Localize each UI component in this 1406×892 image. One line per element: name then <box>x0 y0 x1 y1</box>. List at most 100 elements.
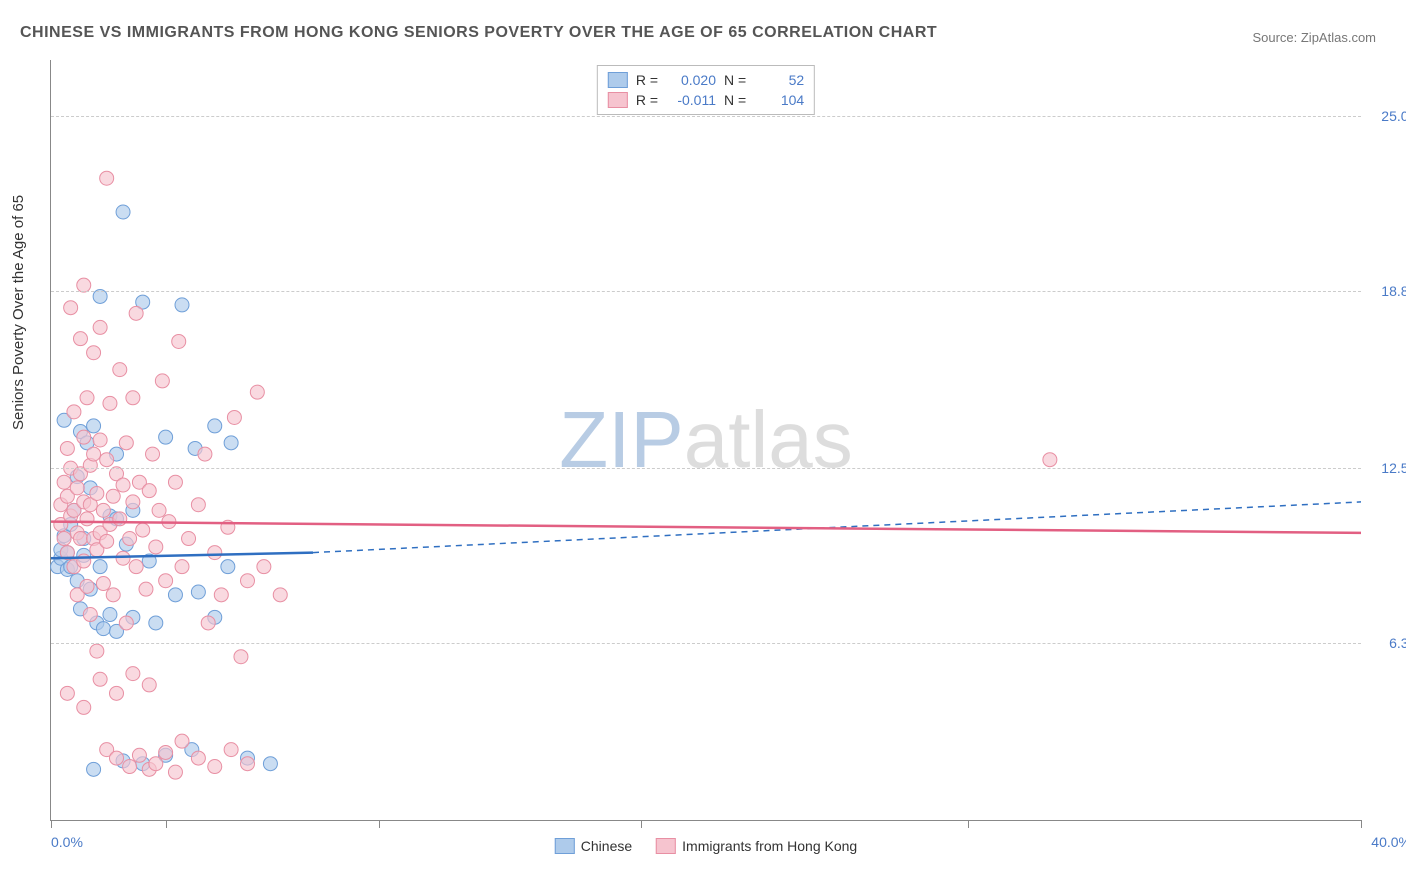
data-point <box>126 667 140 681</box>
data-point <box>250 385 264 399</box>
data-point <box>96 577 110 591</box>
data-point <box>90 644 104 658</box>
legend-row-1: R = 0.020 N = 52 <box>608 70 804 90</box>
data-point <box>116 478 130 492</box>
swatch-series-2 <box>608 92 628 108</box>
data-point <box>119 616 133 630</box>
data-point <box>168 588 182 602</box>
x-tick <box>641 820 642 828</box>
x-tick <box>379 820 380 828</box>
swatch-bottom-1 <box>555 838 575 854</box>
data-point <box>87 419 101 433</box>
data-point <box>87 762 101 776</box>
data-point <box>191 498 205 512</box>
data-point <box>241 574 255 588</box>
data-point <box>139 582 153 596</box>
data-point <box>129 560 143 574</box>
data-point <box>103 396 117 410</box>
data-point <box>149 616 163 630</box>
data-point <box>175 298 189 312</box>
data-point <box>60 441 74 455</box>
r-label: R = <box>636 72 658 88</box>
data-point <box>80 512 94 526</box>
data-point <box>175 734 189 748</box>
plot-svg <box>51 60 1361 820</box>
gridline <box>51 643 1361 644</box>
data-point <box>208 760 222 774</box>
data-point <box>100 171 114 185</box>
y-axis-label: Seniors Poverty Over the Age of 65 <box>10 195 27 430</box>
data-point <box>129 306 143 320</box>
n-label: N = <box>724 92 746 108</box>
data-point <box>149 540 163 554</box>
data-point <box>168 765 182 779</box>
y-tick-label: 12.5% <box>1366 460 1406 476</box>
data-point <box>57 475 71 489</box>
data-point <box>234 650 248 664</box>
x-tick <box>968 820 969 828</box>
r-label: R = <box>636 92 658 108</box>
data-point <box>152 503 166 517</box>
data-point <box>155 374 169 388</box>
data-point <box>106 588 120 602</box>
data-point <box>224 436 238 450</box>
data-point <box>96 503 110 517</box>
y-tick-label: 25.0% <box>1366 108 1406 124</box>
data-point <box>70 481 84 495</box>
data-point <box>182 532 196 546</box>
data-point <box>142 678 156 692</box>
y-tick-label: 18.8% <box>1366 283 1406 299</box>
data-point <box>96 622 110 636</box>
swatch-series-1 <box>608 72 628 88</box>
data-point <box>175 560 189 574</box>
x-tick <box>51 820 52 828</box>
r-value-1: 0.020 <box>666 72 716 88</box>
data-point <box>116 205 130 219</box>
data-point <box>224 743 238 757</box>
x-tick <box>166 820 167 828</box>
data-point <box>80 391 94 405</box>
data-point <box>227 410 241 424</box>
data-point <box>126 391 140 405</box>
data-point <box>64 301 78 315</box>
data-point <box>110 751 124 765</box>
data-point <box>126 495 140 509</box>
data-point <box>80 579 94 593</box>
data-point <box>77 430 91 444</box>
series-name-2: Immigrants from Hong Kong <box>682 838 857 854</box>
data-point <box>241 757 255 771</box>
x-axis-max: 40.0% <box>1371 834 1406 850</box>
data-point <box>191 751 205 765</box>
data-point <box>77 700 91 714</box>
data-point <box>146 447 160 461</box>
data-point <box>100 534 114 548</box>
data-point <box>208 419 222 433</box>
chart-title: CHINESE VS IMMIGRANTS FROM HONG KONG SEN… <box>20 24 937 42</box>
data-point <box>201 616 215 630</box>
legend-item-2: Immigrants from Hong Kong <box>656 838 857 854</box>
data-point <box>57 532 71 546</box>
data-point <box>214 588 228 602</box>
data-point <box>60 686 74 700</box>
data-point <box>1043 453 1057 467</box>
chart-area: ZIPatlas R = 0.020 N = 52 R = -0.011 N =… <box>50 60 1361 821</box>
n-value-1: 52 <box>754 72 804 88</box>
data-point <box>87 447 101 461</box>
legend-correlation: R = 0.020 N = 52 R = -0.011 N = 104 <box>597 65 815 115</box>
data-point <box>93 433 107 447</box>
data-point <box>132 748 146 762</box>
data-point <box>191 585 205 599</box>
data-point <box>159 574 173 588</box>
data-point <box>123 760 137 774</box>
data-point <box>100 453 114 467</box>
gridline <box>51 116 1361 117</box>
data-point <box>159 745 173 759</box>
data-point <box>113 512 127 526</box>
data-point <box>113 363 127 377</box>
data-point <box>168 475 182 489</box>
data-point <box>273 588 287 602</box>
data-point <box>116 551 130 565</box>
data-point <box>208 546 222 560</box>
source-label: Source: ZipAtlas.com <box>1252 30 1376 45</box>
data-point <box>93 560 107 574</box>
